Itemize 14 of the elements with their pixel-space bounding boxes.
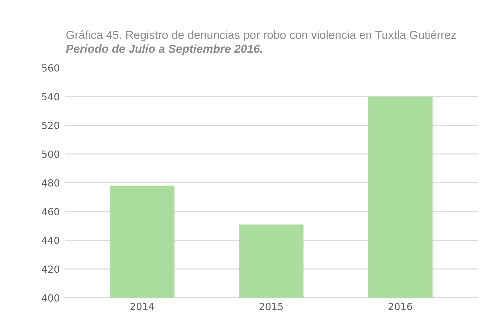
y-tick-label: 480: [42, 179, 60, 187]
y-tick-label: 440: [42, 236, 60, 244]
x-tick-label: 2014: [130, 303, 154, 310]
y-tick-label: 460: [42, 208, 60, 216]
y-tick-label: 540: [42, 93, 60, 101]
y-tick-label: 500: [42, 150, 60, 158]
y-tick-label: 420: [42, 266, 60, 274]
y-tick-label: 400: [42, 294, 60, 302]
chart-title: Gráfica 45. Registro de denuncias por robo con violencia en Tuxtla Gutiérrez: [66, 30, 456, 42]
chart-subtitle: Periodo de Julio a Septiembre 2016.: [66, 44, 262, 56]
y-tick-label: 560: [42, 64, 60, 72]
x-tick-label: 2015: [260, 303, 284, 310]
y-tick-label: 520: [42, 122, 60, 130]
x-tick-label: 2016: [388, 303, 412, 310]
